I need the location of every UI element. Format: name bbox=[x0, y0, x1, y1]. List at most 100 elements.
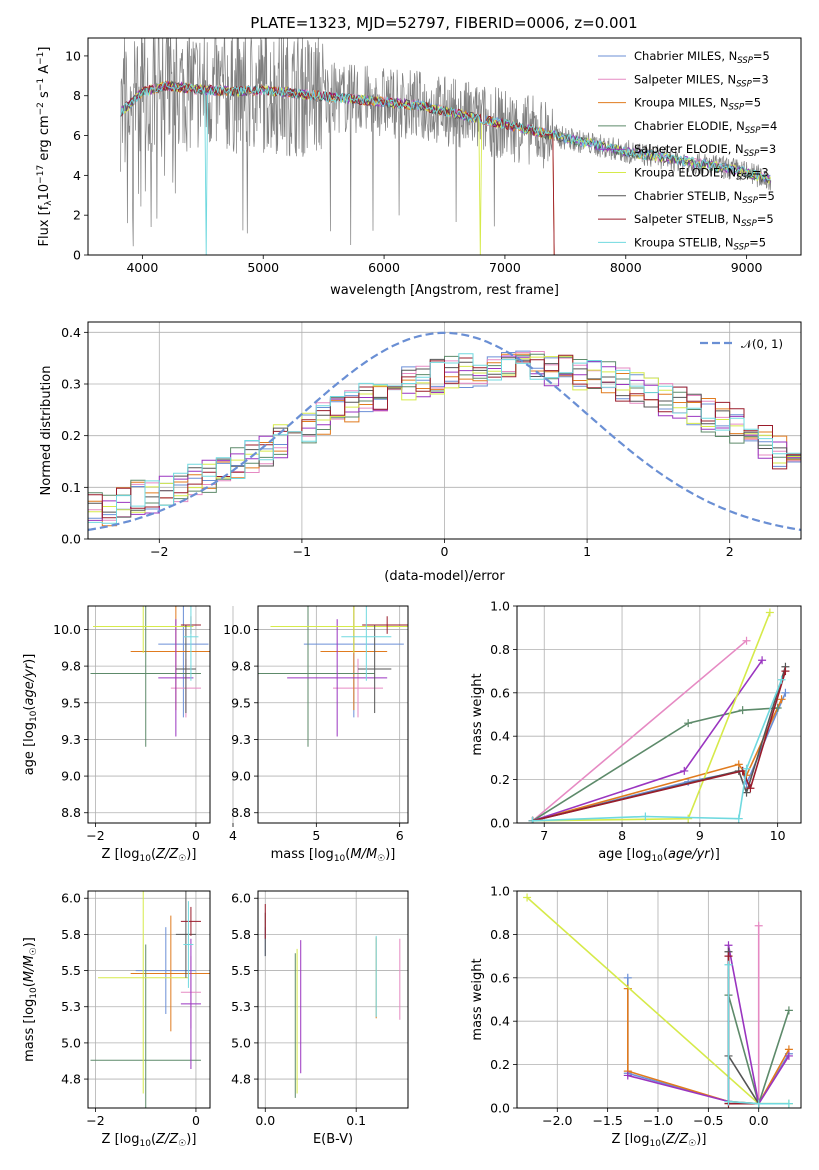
y-tick-label: 1.0 bbox=[490, 599, 510, 614]
weight-marker bbox=[724, 1097, 733, 1106]
weight-marker bbox=[781, 688, 790, 697]
weight-marker bbox=[623, 973, 632, 982]
weight-series-9 bbox=[528, 675, 786, 823]
legend-entry: Salpeter STELIB, NSSP=5 bbox=[634, 212, 774, 229]
weight-marker bbox=[724, 960, 733, 969]
residual-histogram-5 bbox=[88, 355, 801, 530]
weight-marker bbox=[784, 1006, 793, 1015]
model-spectrum-3 bbox=[120, 80, 556, 255]
x-axis-label: E(B-V) bbox=[313, 1132, 353, 1147]
weight-marker bbox=[734, 814, 743, 823]
x-tick-label: 0 bbox=[192, 1113, 200, 1128]
data-point-7 bbox=[175, 625, 196, 714]
legend-entry: Chabrier ELODIE, NSSP=4 bbox=[634, 119, 777, 136]
y-tick-label: 5.5 bbox=[61, 963, 81, 978]
age-vs-mass-panel: 4 5 6 8.8 9.0 9.3 9.5 9.8 10.0 mass [log10(M/M☉)] bbox=[223, 605, 409, 864]
data-point-8 bbox=[362, 616, 408, 634]
age-vs-metallicity-panel: −2 0 8.8 9.0 9.3 9.5 9.8 10.0 Z [log10(Z/Z☉)] age… bbox=[22, 605, 211, 864]
y-tick-label: 9.5 bbox=[231, 695, 251, 710]
y-tick-label: 9.5 bbox=[61, 695, 81, 710]
weight-marker bbox=[784, 1099, 793, 1108]
data-point-9 bbox=[183, 606, 199, 681]
weight-series-4 bbox=[528, 703, 782, 823]
y-tick-label: 9.3 bbox=[61, 732, 81, 747]
y-tick-label: 9.0 bbox=[231, 769, 251, 784]
weight-marker bbox=[641, 812, 650, 821]
weight-marker bbox=[781, 667, 790, 676]
weight-marker bbox=[742, 764, 751, 773]
x-tick-label: 4 bbox=[229, 828, 237, 843]
residual-histogram-6 bbox=[88, 355, 801, 530]
weight-marker bbox=[742, 788, 751, 797]
y-tick-label: 4 bbox=[73, 168, 81, 183]
legend-entry: Salpeter ELODIE, NSSP=3 bbox=[634, 142, 776, 159]
y-tick-label: 0.0 bbox=[490, 816, 510, 831]
weight-series-7 bbox=[528, 662, 790, 823]
x-tick-label: 0.0 bbox=[749, 1113, 769, 1128]
weight-marker bbox=[742, 636, 751, 645]
y-tick-label: 0 bbox=[73, 248, 81, 263]
y-tick-label: 8 bbox=[73, 88, 81, 103]
data-point-9 bbox=[341, 606, 392, 681]
x-tick-label: −2.0 bbox=[542, 1113, 572, 1128]
x-tick-label: 9000 bbox=[731, 260, 763, 275]
weight-line bbox=[727, 964, 789, 1105]
y-axis-label: Normed distribution bbox=[39, 366, 54, 496]
weight-series-5 bbox=[528, 656, 767, 823]
x-tick-label: 9 bbox=[696, 828, 704, 843]
y-tick-label: 0.4 bbox=[61, 325, 81, 340]
legend-entry: Chabrier MILES, NSSP=5 bbox=[634, 49, 770, 66]
x-tick-label: 1 bbox=[583, 544, 591, 559]
y-tick-label: 0.8 bbox=[490, 642, 510, 657]
data-point-3 bbox=[130, 915, 210, 1032]
axes-frame bbox=[516, 605, 802, 824]
x-axis-label: mass [log10(M/M☉)] bbox=[271, 847, 396, 864]
x-tick-label: 7000 bbox=[489, 260, 521, 275]
x-tick-label: 7 bbox=[540, 828, 548, 843]
legend: Chabrier MILES, NSSP=5 Salpeter MILES, NS… bbox=[598, 49, 777, 252]
mass-vs-ebv-panel: 0.0 0.1 4.8 5.0 5.3 5.5 5.8 6.0 E(B-V) bbox=[231, 890, 409, 1147]
data-point-6 bbox=[270, 606, 408, 653]
plot-area bbox=[264, 904, 401, 1098]
weight-marker bbox=[523, 893, 532, 902]
weight-marker bbox=[724, 952, 733, 961]
y-tick-label: 0.2 bbox=[490, 772, 510, 787]
axes-frame bbox=[257, 605, 409, 824]
weight-line bbox=[532, 612, 771, 822]
data-point-6 bbox=[93, 606, 194, 653]
plot-area bbox=[528, 608, 790, 823]
legend-entry: Kroupa MILES, NSSP=5 bbox=[634, 96, 761, 113]
x-axis-label: Z [log10(Z/Z☉)] bbox=[102, 1132, 197, 1149]
axes-frame bbox=[87, 605, 211, 824]
axes-frame bbox=[87, 890, 211, 1109]
data-point-1 bbox=[158, 606, 209, 718]
weight-line bbox=[532, 698, 783, 822]
y-tick-label: 0.6 bbox=[490, 685, 510, 700]
y-tick-label: 6 bbox=[73, 128, 81, 143]
weight-line bbox=[532, 640, 748, 822]
axes-frame bbox=[87, 37, 802, 256]
x-tick-label: 8000 bbox=[610, 260, 642, 275]
x-tick-label: −1.5 bbox=[592, 1113, 622, 1128]
legend-entry: 𝒩(0, 1) bbox=[741, 337, 783, 351]
data-point-4 bbox=[258, 606, 375, 747]
x-axis-label: Z [log10(Z/Z☉)] bbox=[102, 847, 197, 864]
weight-marker bbox=[777, 695, 786, 704]
y-tick-label: 9.8 bbox=[61, 659, 81, 674]
spectrum-panel: 4000 5000 6000 7000 8000 9000 0 2 4 6 8 10 wavelengt… bbox=[36, 37, 802, 298]
data-point-6 bbox=[98, 891, 189, 1094]
legend-entry: Kroupa STELIB, NSSP=5 bbox=[634, 235, 766, 252]
y-tick-label: 5.5 bbox=[231, 963, 251, 978]
x-axis-label: (data-model)/error bbox=[384, 569, 505, 584]
data-point-4 bbox=[90, 944, 201, 1108]
x-tick-label: 2 bbox=[726, 544, 734, 559]
plot-area bbox=[523, 893, 793, 1108]
y-tick-label: 10.0 bbox=[223, 622, 251, 637]
data-point-1 bbox=[135, 927, 196, 1014]
y-tick-label: 9.0 bbox=[61, 769, 81, 784]
mass-vs-metallicity-panel: −2 0 4.8 5.0 5.3 5.5 5.8 6.0 Z [log10(Z/Z☉)] mass… bbox=[22, 890, 211, 1149]
y-tick-label: 6.0 bbox=[231, 891, 251, 906]
plot-area bbox=[258, 606, 408, 747]
x-axis-label: wavelength [Angstrom, rest frame] bbox=[330, 283, 559, 298]
legend-entry: Chabrier STELIB, NSSP=5 bbox=[634, 189, 775, 206]
